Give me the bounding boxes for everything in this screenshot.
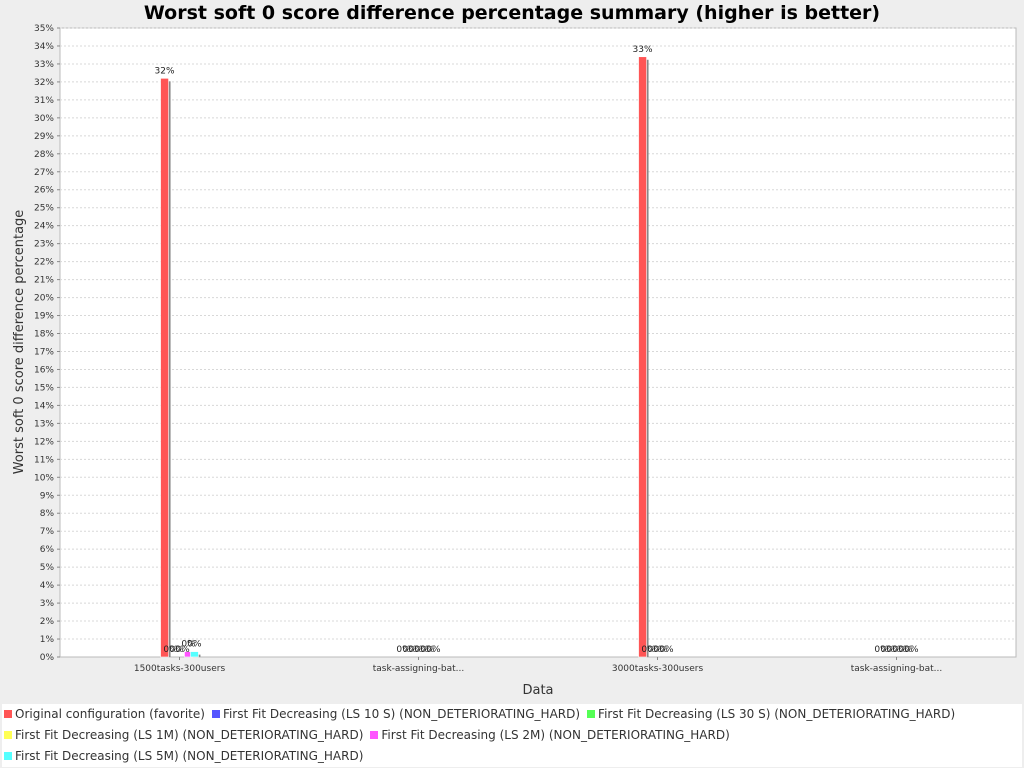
- y-tick-label: 27%: [34, 168, 54, 178]
- legend-item: First Fit Decreasing (LS 5M) (NON_DETERI…: [2, 746, 363, 767]
- legend-label: First Fit Decreasing (LS 5M) (NON_DETERI…: [15, 749, 364, 763]
- legend-swatch: [587, 709, 596, 718]
- bar-value-label: 0%: [904, 645, 919, 655]
- legend-swatch: [370, 730, 379, 739]
- y-tick-label: 29%: [34, 132, 54, 142]
- grid-lines: [60, 27, 1016, 640]
- y-tick-label: 9%: [40, 491, 55, 501]
- legend-label: First Fit Decreasing (LS 30 S) (NON_DETE…: [598, 707, 956, 721]
- y-tick-label: 18%: [34, 330, 54, 340]
- y-tick-label: 13%: [34, 419, 54, 429]
- bar-value-label: 0%: [408, 645, 423, 655]
- bar-value-label: 0%: [898, 645, 913, 655]
- legend-swatch: [211, 709, 220, 718]
- y-tick-label: 1%: [40, 635, 55, 645]
- bar-value-label: 0%: [181, 640, 196, 650]
- bar-value-label: 33%: [633, 45, 653, 55]
- y-tick-label: 31%: [34, 96, 54, 106]
- bar-value-label: 32%: [155, 66, 175, 76]
- bar-value-label: 0%: [880, 645, 895, 655]
- category-label: task-assigning-bat...: [851, 664, 943, 674]
- bar-value-label: 0%: [874, 645, 889, 655]
- bar-value-label: 0%: [396, 645, 411, 655]
- legend-item: First Fit Decreasing (LS 2M) (NON_DETERI…: [368, 725, 730, 746]
- legend-item: First Fit Decreasing (LS 30 S) (NON_DETE…: [585, 704, 955, 725]
- legend-swatch: [4, 751, 12, 760]
- y-tick-label: 12%: [34, 437, 54, 447]
- y-tick-label: 14%: [34, 401, 54, 411]
- y-tick-label: 10%: [34, 473, 54, 483]
- category-label: task-assigning-bat...: [373, 664, 465, 674]
- plot-area: [59, 27, 1017, 658]
- legend-swatch: [4, 730, 12, 739]
- data-labels: 32%0%0%0%0%0%0%0%0%0%0%0%33%0%0%0%0% 0%0%…: [155, 45, 919, 655]
- y-tick-label: 24%: [34, 222, 54, 232]
- bar-value-label: 0%: [641, 645, 656, 655]
- bar-value-label: 0%: [163, 645, 178, 655]
- y-tick-label: 22%: [34, 258, 54, 268]
- bar: [190, 651, 199, 658]
- bars: [160, 56, 649, 658]
- legend-swatch: [4, 709, 12, 718]
- legend-row: First Fit Decreasing (LS 5M) (NON_DETERI…: [2, 746, 1022, 767]
- bar-chart: Worst soft 0 score difference percentage…: [12, 2, 1017, 698]
- bar: [638, 56, 647, 658]
- y-tick-label: 35%: [34, 24, 54, 34]
- bar-value-label: 0%: [187, 640, 202, 650]
- legend-item: Original configuration (favorite): [2, 704, 205, 725]
- y-tick-label: 3%: [40, 599, 55, 609]
- bar-value-label: 0%: [414, 645, 429, 655]
- y-tick-label: 33%: [34, 60, 54, 70]
- bar-value-label: 0%: [426, 645, 441, 655]
- bar-value-label: 0%: [169, 645, 184, 655]
- y-tick-label: 23%: [34, 240, 54, 250]
- y-tick-label: 4%: [40, 581, 55, 591]
- y-axis-title: Worst soft 0 score difference percentage: [12, 210, 27, 475]
- y-tick-label: 26%: [34, 186, 54, 196]
- y-tick-label: 21%: [34, 276, 54, 286]
- chart-title: Worst soft 0 score difference percentage…: [144, 2, 880, 24]
- y-tick-label: 20%: [34, 294, 54, 304]
- legend-row: Original configuration (favorite) First F…: [2, 704, 1022, 725]
- bar-value-label: 0%: [402, 645, 417, 655]
- y-tick-label: 32%: [34, 78, 54, 88]
- y-tick-label: 17%: [34, 347, 54, 357]
- y-tick-label: 34%: [34, 42, 54, 52]
- category-label: 1500tasks-300users: [134, 664, 226, 674]
- y-tick-label: 16%: [34, 365, 54, 375]
- legend-label: First Fit Decreasing (LS 2M) (NON_DETERI…: [381, 728, 730, 742]
- bar-value-label: 0%: [886, 645, 901, 655]
- x-axis-title: Data: [522, 683, 553, 698]
- y-tick-label: 28%: [34, 150, 54, 160]
- bar: [160, 78, 169, 658]
- y-tick-label: 30%: [34, 114, 54, 124]
- y-tick-label: 0%: [40, 653, 55, 663]
- legend-label: First Fit Decreasing (LS 10 S) (NON_DETE…: [222, 707, 581, 721]
- bar-value-label: 0%: [653, 645, 668, 655]
- legend-row: First Fit Decreasing (LS 1M) (NON_DETERI…: [2, 725, 1022, 746]
- legend-label: First Fit Decreasing (LS 1M) (NON_DETERI…: [15, 728, 364, 742]
- y-tick-label: 7%: [40, 527, 55, 537]
- y-tick-label: 25%: [34, 204, 54, 214]
- bar-value-label: 0%: [175, 645, 190, 655]
- y-tick-label: 11%: [34, 455, 54, 465]
- y-tick-label: 6%: [40, 545, 55, 555]
- y-tick-label: 5%: [40, 563, 55, 573]
- bar-value-label: 0%: [647, 645, 662, 655]
- legend-item: First Fit Decreasing (LS 10 S) (NON_DETE…: [210, 704, 580, 725]
- y-tick-label: 15%: [34, 383, 54, 393]
- y-axis-ticks: 0% 1% 2% 3% 4% 5% 6% 7% 8% 9% 10% 11% 12% 13% 14% 15% 16…: [34, 24, 60, 663]
- chart-legend: Original configuration (favorite) First F…: [2, 704, 1022, 767]
- y-tick-label: 19%: [34, 312, 54, 322]
- bar-value-label: 0%: [659, 645, 674, 655]
- y-tick-label: 2%: [40, 617, 55, 627]
- category-label: 3000tasks-300users: [612, 664, 704, 674]
- bar-value-label: 0%: [420, 645, 435, 655]
- legend-label: Original configuration (favorite): [15, 707, 205, 721]
- y-tick-label: 8%: [40, 509, 55, 519]
- legend-item: First Fit Decreasing (LS 1M) (NON_DETERI…: [2, 725, 363, 746]
- x-axis-categories: 1500tasks-300users task-assigning-bat... 3…: [134, 657, 942, 674]
- bar-value-label: 0%: [892, 645, 907, 655]
